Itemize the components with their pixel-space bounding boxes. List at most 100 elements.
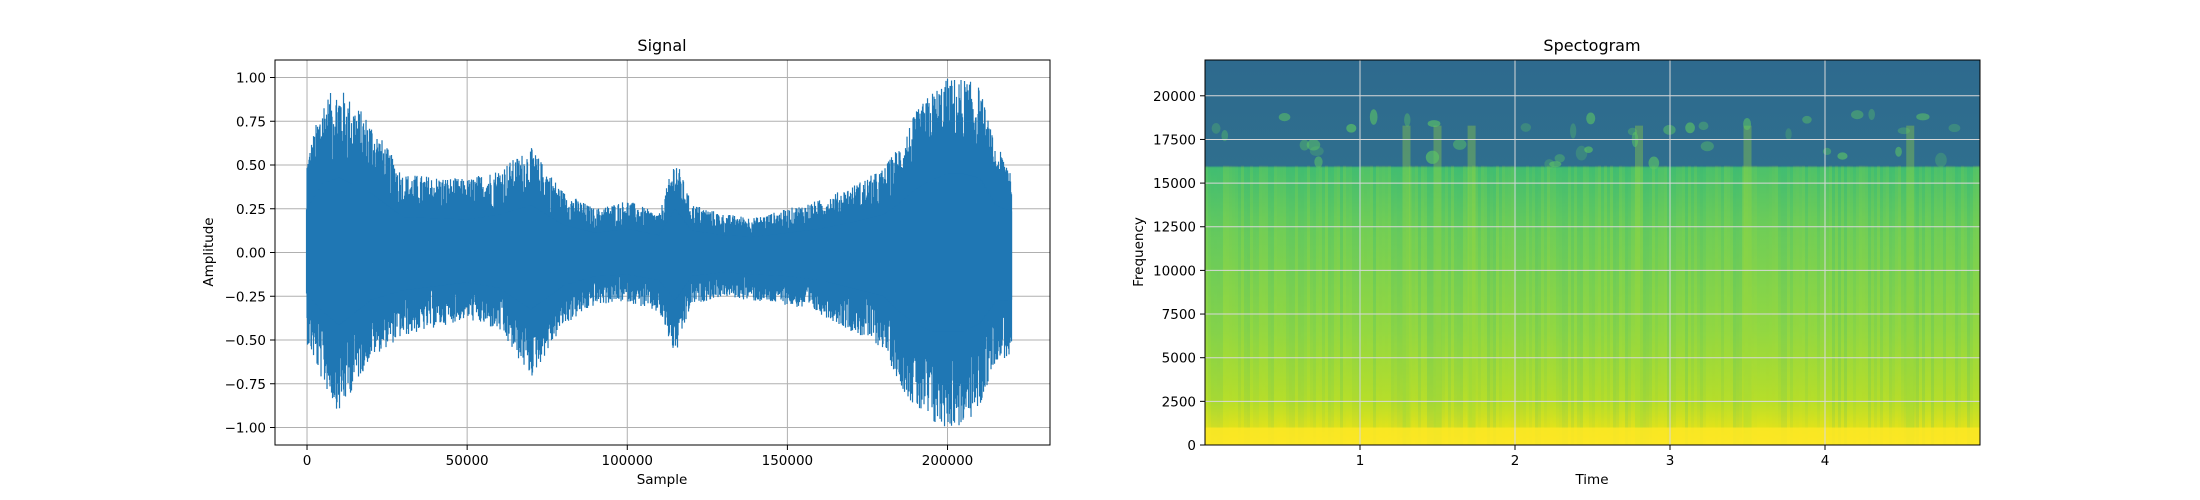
spectrogram-column	[1433, 165, 1436, 445]
spectrogram-column	[1709, 165, 1712, 445]
spectrogram-column	[1673, 165, 1676, 445]
spectrogram-column	[1715, 165, 1718, 445]
spectrogram-column	[1343, 165, 1346, 445]
spectrogram-column	[1364, 165, 1367, 445]
signal-y-tick-label: −0.25	[225, 289, 266, 305]
spectrogram-column	[1820, 165, 1823, 445]
spectrogram-column	[1724, 165, 1727, 445]
spectrogram-column	[1460, 165, 1463, 445]
spectrogram-column	[1256, 165, 1259, 445]
spectrogram-column	[1367, 165, 1370, 445]
spectrogram-column	[1610, 165, 1613, 445]
spectrogram-column	[1334, 165, 1337, 445]
spectrogram-column	[1907, 165, 1910, 445]
spectrogram-column	[1229, 165, 1232, 445]
signal-x-tick-label: 50000	[446, 453, 489, 469]
spectrogram-column	[1451, 165, 1454, 445]
signal-y-tick-label: 0.00	[236, 246, 266, 262]
spectrogram-column	[1286, 165, 1289, 445]
signal-x-tick-label: 150000	[762, 453, 814, 469]
spectrogram-column	[1595, 165, 1598, 445]
spectrogram-column	[1937, 165, 1940, 445]
spectrogram-low-band	[1205, 427, 1980, 445]
spectrogram-column	[1841, 165, 1844, 445]
spectrogram-column	[1436, 165, 1439, 445]
spectrogram-column	[1238, 165, 1241, 445]
spectrogram-column	[1376, 165, 1379, 445]
spectrogram-column	[1886, 165, 1889, 445]
spectrogram-blob	[1554, 154, 1565, 163]
spectrogram-x-tick-label: 4	[1821, 453, 1830, 469]
signal-y-tick-label: 0.50	[236, 158, 266, 174]
spectrogram-column	[1913, 165, 1916, 445]
spectrogram-blob	[1520, 123, 1532, 132]
spectrogram-blob	[1404, 113, 1411, 127]
spectrogram-y-tick-label: 2500	[1162, 394, 1196, 410]
spectrogram-column	[1952, 165, 1955, 445]
signal-chart: 0 50000 100000 150000 200000 −1.00 −0.75 −0.50 −…	[201, 36, 1051, 488]
spectrogram-column	[1310, 165, 1313, 445]
spectrogram-column	[1565, 165, 1568, 445]
spectrogram-column	[1661, 165, 1664, 445]
spectrogram-blob	[1935, 152, 1947, 168]
spectrogram-column	[1766, 165, 1769, 445]
spectrogram-column	[1613, 165, 1616, 445]
spectrogram-column	[1235, 165, 1238, 445]
spectrogram-column	[1301, 165, 1304, 445]
spectrogram-column	[1760, 165, 1763, 445]
spectrogram-axes-frame	[1204, 59, 1981, 446]
spectrogram-column	[1652, 165, 1655, 445]
signal-line-core	[305, 173, 1013, 332]
spectrogram-column	[1703, 165, 1706, 445]
spectrogram-column	[1277, 165, 1280, 445]
spectrogram-column	[1562, 165, 1565, 445]
spectrogram-column	[1883, 165, 1886, 445]
spectrogram-column	[1400, 165, 1403, 445]
spectrogram-y-tick-label: 7500	[1162, 307, 1196, 323]
spectrogram-column	[1859, 165, 1862, 445]
spectrogram-column	[1931, 165, 1934, 445]
signal-title: Signal	[637, 36, 686, 55]
spectrogram-column	[1817, 165, 1820, 445]
spectrogram-column	[1355, 165, 1358, 445]
signal-y-tick-label: 0.75	[236, 114, 266, 130]
spectrogram-column	[1781, 165, 1784, 445]
signal-x-tick-label: 0	[303, 453, 312, 469]
spectrogram-column	[1418, 165, 1421, 445]
spectrogram-burst	[1467, 125, 1476, 445]
spectrogram-column	[1739, 165, 1742, 445]
spectrogram-column	[1379, 165, 1382, 445]
spectrogram-column	[1634, 165, 1637, 445]
spectrogram-column	[1895, 165, 1898, 445]
spectrogram-column	[1616, 165, 1619, 445]
signal-x-tick-label: 200000	[922, 453, 974, 469]
spectrogram-column	[1685, 165, 1688, 445]
spectrogram-column	[1637, 165, 1640, 445]
spectrogram-column	[1373, 165, 1376, 445]
signal-y-tick-label: −1.00	[225, 421, 266, 437]
spectrogram-blob	[1743, 117, 1752, 130]
spectrogram-column	[1787, 165, 1790, 445]
spectrogram-column	[1541, 165, 1544, 445]
spectrogram-y-tick-label: 10000	[1153, 263, 1196, 279]
spectrogram-blob	[1785, 128, 1792, 140]
spectrogram-column	[1205, 165, 1208, 445]
spectrogram-column	[1799, 165, 1802, 445]
spectrogram-column	[1844, 165, 1847, 445]
spectrogram-blob	[1425, 150, 1440, 164]
signal-x-tick-label: 100000	[601, 453, 653, 469]
spectrogram-column	[1631, 165, 1634, 445]
spectrogram-column	[1394, 165, 1397, 445]
spectrogram-column	[1421, 165, 1424, 445]
spectrogram-column	[1658, 165, 1661, 445]
spectrogram-column	[1247, 165, 1250, 445]
spectrogram-blob	[1211, 123, 1221, 134]
spectrogram-column	[1457, 165, 1460, 445]
spectrogram-blob	[1453, 138, 1467, 150]
spectrogram-column	[1949, 165, 1952, 445]
spectrogram-column	[1271, 165, 1274, 445]
spectrogram-column	[1502, 165, 1505, 445]
signal-y-tick-label: 1.00	[236, 71, 266, 87]
spectrogram-column	[1904, 165, 1907, 445]
